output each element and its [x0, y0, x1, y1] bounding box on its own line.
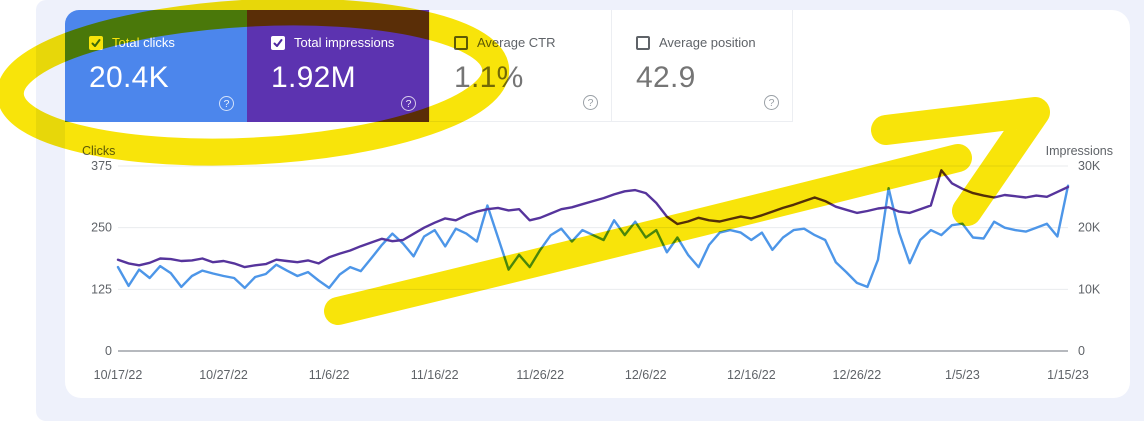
- left-axis-tick: 250: [91, 221, 112, 235]
- card-label: Average position: [659, 35, 756, 50]
- impressions-line: [116, 169, 1070, 269]
- help-icon[interactable]: ?: [764, 95, 779, 110]
- help-icon[interactable]: ?: [583, 95, 598, 110]
- right-axis-tick: 30K: [1078, 159, 1101, 173]
- left-axis-tick: 375: [91, 159, 112, 173]
- x-axis-tick: 12/6/22: [625, 368, 667, 382]
- right-axis-tick: 10K: [1078, 282, 1101, 296]
- right-axis-tick: 0: [1078, 344, 1085, 358]
- right-axis-title: Impressions: [1045, 144, 1113, 158]
- x-axis-tick: 12/26/22: [833, 368, 882, 382]
- left-axis-tick: 125: [91, 282, 112, 296]
- x-axis-tick: 10/17/22: [94, 368, 143, 382]
- x-axis-tick: 1/15/23: [1047, 368, 1089, 382]
- x-axis-tick: 10/27/22: [199, 368, 248, 382]
- average-position-value: 42.9: [636, 61, 696, 94]
- x-axis-tick: 1/5/23: [945, 368, 980, 382]
- x-axis-tick: 12/16/22: [727, 368, 776, 382]
- x-axis-tick: 11/26/22: [516, 368, 564, 382]
- x-axis-tick: 11/6/22: [309, 368, 350, 382]
- card-average-position[interactable]: Average position 42.9 ?: [611, 10, 793, 122]
- left-axis-title: Clicks: [82, 144, 116, 158]
- average-position-checkbox[interactable]: [636, 35, 650, 50]
- left-axis-tick: 0: [105, 344, 112, 358]
- x-axis-tick: 11/16/22: [411, 368, 459, 382]
- right-axis-tick: 20K: [1078, 221, 1101, 235]
